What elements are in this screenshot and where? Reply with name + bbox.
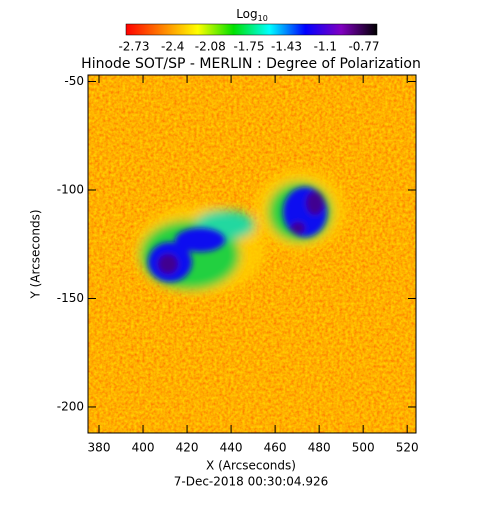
colorbar-label: Log10 — [236, 7, 268, 23]
chart-title: Hinode SOT/SP - MERLIN : Degree of Polar… — [81, 56, 421, 72]
x-tick-label: 460 — [264, 441, 287, 455]
colorbar-tick-label: -2.08 — [195, 40, 226, 54]
colorbar-label-main: Log — [236, 7, 257, 21]
colorbar-tick-label: -1.75 — [233, 40, 264, 54]
x-tick-label: 440 — [220, 441, 243, 455]
x-tick-label: 480 — [308, 441, 331, 455]
x-tick-label: 380 — [88, 441, 111, 455]
x-tick-label: 420 — [176, 441, 199, 455]
y-tick-label: -150 — [57, 291, 84, 305]
image — [88, 75, 416, 433]
y-axis-label: Y (Arcseconds) — [29, 209, 43, 299]
colorbar-tick-label: -1.43 — [271, 40, 302, 54]
y-tick-label: -200 — [57, 399, 84, 413]
colorbar-tick-label: -2.73 — [118, 40, 149, 54]
sunspots — [148, 187, 327, 282]
y-tick-label: -50 — [64, 74, 84, 88]
colorbar-tick-label: -1.1 — [314, 40, 337, 54]
plot-frame — [87, 74, 417, 434]
x-tick-label: 400 — [132, 441, 155, 455]
footer: 7-Dec-2018 00:30:04.926 — [174, 475, 328, 489]
colorbar-label-sub: 10 — [258, 14, 268, 23]
colorbar-tick-label: -0.77 — [348, 40, 379, 54]
y-tick-label: -100 — [57, 182, 84, 196]
colorbar-tick-label: -2.4 — [161, 40, 184, 54]
colorbar — [125, 23, 378, 36]
x-tick-label: 500 — [352, 441, 375, 455]
x-tick-label: 520 — [396, 441, 419, 455]
x-axis-label: X (Arcseconds) — [206, 459, 296, 473]
